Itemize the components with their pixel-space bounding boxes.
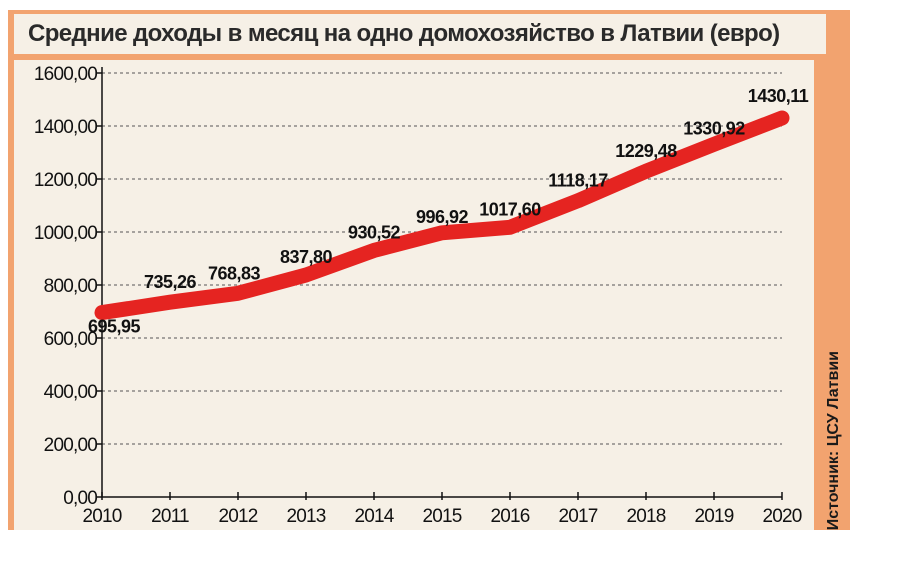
series-line [94, 110, 790, 321]
data-label: 1017,60 [479, 199, 541, 219]
x-tick-label: 2011 [151, 506, 189, 527]
x-tick-label: 2020 [762, 506, 801, 527]
y-tick-label: 800,00 [44, 276, 98, 297]
data-label: 1229,48 [615, 141, 677, 161]
y-tick-label: 200,00 [44, 435, 98, 456]
title-bar: Средние доходы в месяц на одно домохозяй… [14, 14, 826, 54]
data-label: 1330,92 [683, 118, 745, 138]
data-label: 837,80 [280, 247, 333, 267]
x-tick-label: 2019 [694, 506, 733, 527]
data-label: 1430,11 [748, 86, 809, 106]
chart-title: Средние доходы в месяц на одно домохозяй… [28, 20, 780, 47]
gridlines [102, 72, 782, 445]
y-tick-label: 1600,00 [34, 64, 97, 85]
x-tick-label: 2012 [218, 506, 257, 527]
x-tick-label: 2014 [354, 506, 394, 527]
x-tick-label: 2015 [422, 506, 461, 527]
y-tick-label: 600,00 [44, 329, 98, 350]
axes: 0,00 200,00 400,00 600,00 800,00 1000,00 1200,… [34, 64, 803, 527]
y-tick-label: 1200,00 [34, 170, 97, 191]
x-tick-label: 2013 [286, 506, 325, 527]
y-tick-label: 400,00 [44, 382, 98, 403]
x-tick-label: 2016 [490, 506, 529, 527]
x-tick-label: 2017 [558, 506, 597, 527]
data-label: 695,95 [88, 317, 141, 337]
data-labels: 695,95 735,26 768,83 837,80 930,52 996,92 1017… [88, 86, 809, 337]
x-tick-label: 2018 [626, 506, 665, 527]
y-tick-label: 1000,00 [34, 223, 97, 244]
data-label: 930,52 [348, 222, 401, 242]
plot-background [14, 60, 814, 530]
series-layer [94, 110, 790, 321]
x-tick-label: 2010 [82, 506, 121, 527]
y-tick-label: 0,00 [63, 488, 97, 509]
data-label: 768,83 [208, 263, 261, 283]
data-label: 996,92 [416, 207, 469, 227]
data-label: 735,26 [144, 272, 197, 292]
data-label: 1118,17 [548, 171, 608, 191]
y-tick-label: 1400,00 [34, 117, 97, 138]
